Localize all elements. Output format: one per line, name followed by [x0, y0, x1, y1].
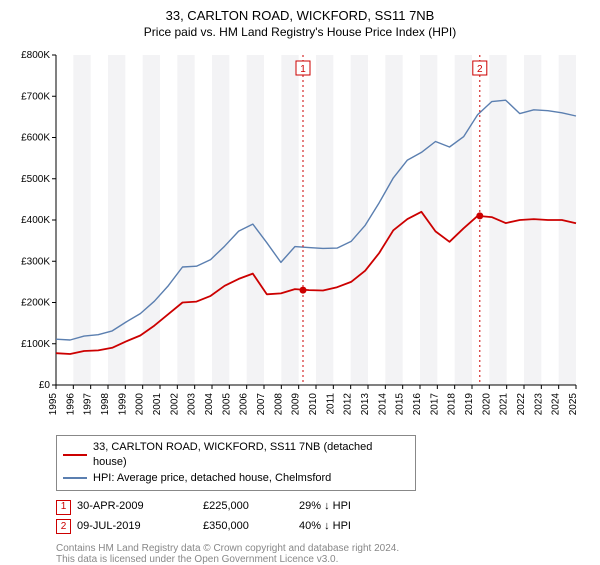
table-row: 2 09-JUL-2019 £350,000 40% ↓ HPI — [56, 517, 588, 537]
svg-text:£100K: £100K — [21, 339, 50, 350]
legend-label: HPI: Average price, detached house, Chel… — [93, 471, 331, 486]
sale-price: £225,000 — [203, 497, 293, 517]
svg-text:2005: 2005 — [221, 393, 232, 416]
sale-price: £350,000 — [203, 517, 293, 537]
svg-text:2021: 2021 — [499, 393, 510, 416]
svg-text:2022: 2022 — [516, 393, 527, 416]
svg-text:£200K: £200K — [21, 298, 50, 309]
svg-text:1996: 1996 — [65, 393, 76, 416]
svg-text:2011: 2011 — [325, 393, 336, 415]
page-subtitle: Price paid vs. HM Land Registry's House … — [12, 25, 588, 39]
svg-text:1: 1 — [300, 64, 306, 75]
sale-vs-hpi: 40% ↓ HPI — [299, 517, 429, 537]
svg-text:£500K: £500K — [21, 174, 50, 185]
sale-marker-badge: 2 — [56, 519, 71, 534]
attribution-footer: Contains HM Land Registry data © Crown c… — [56, 543, 588, 565]
line-chart: £0 £100K £200K £300K £400K £500K £600K £700K £80… — [12, 49, 588, 429]
svg-text:2013: 2013 — [360, 393, 371, 416]
sale-date: 09-JUL-2019 — [77, 517, 197, 537]
svg-text:2004: 2004 — [204, 393, 215, 416]
svg-text:2010: 2010 — [308, 393, 319, 416]
svg-text:£300K: £300K — [21, 256, 50, 267]
title-block: 33, CARLTON ROAD, WICKFORD, SS11 7NB Pri… — [12, 8, 588, 39]
svg-text:2015: 2015 — [395, 393, 406, 416]
svg-text:2017: 2017 — [429, 393, 440, 416]
svg-text:2002: 2002 — [169, 393, 180, 416]
svg-text:2020: 2020 — [481, 393, 492, 416]
sales-table: 1 30-APR-2009 £225,000 29% ↓ HPI 2 09-JU… — [56, 497, 588, 537]
legend: 33, CARLTON ROAD, WICKFORD, SS11 7NB (de… — [56, 435, 416, 491]
svg-text:£700K: £700K — [21, 91, 50, 102]
svg-text:2012: 2012 — [343, 393, 354, 416]
svg-text:2008: 2008 — [273, 393, 284, 416]
svg-text:1999: 1999 — [117, 393, 128, 416]
svg-text:2000: 2000 — [135, 393, 146, 416]
svg-text:2016: 2016 — [412, 393, 423, 416]
footer-line: Contains HM Land Registry data © Crown c… — [56, 543, 588, 554]
svg-text:2003: 2003 — [187, 393, 198, 416]
svg-text:2007: 2007 — [256, 393, 267, 416]
legend-item: 33, CARLTON ROAD, WICKFORD, SS11 7NB (de… — [63, 440, 409, 471]
svg-text:£800K: £800K — [21, 50, 50, 61]
legend-label: 33, CARLTON ROAD, WICKFORD, SS11 7NB (de… — [93, 440, 409, 471]
svg-text:2014: 2014 — [377, 393, 388, 416]
svg-text:2023: 2023 — [533, 393, 544, 416]
svg-text:2019: 2019 — [464, 393, 475, 416]
svg-text:1995: 1995 — [48, 393, 59, 416]
svg-text:1997: 1997 — [83, 393, 94, 416]
svg-text:2: 2 — [477, 64, 483, 75]
legend-swatch — [63, 454, 87, 456]
svg-text:2009: 2009 — [291, 393, 302, 416]
sale-vs-hpi: 29% ↓ HPI — [299, 497, 429, 517]
table-row: 1 30-APR-2009 £225,000 29% ↓ HPI — [56, 497, 588, 517]
svg-text:2025: 2025 — [568, 393, 579, 416]
legend-item: HPI: Average price, detached house, Chel… — [63, 471, 409, 486]
svg-text:£600K: £600K — [21, 133, 50, 144]
svg-text:2024: 2024 — [551, 393, 562, 416]
svg-text:£0: £0 — [39, 380, 51, 391]
svg-text:2006: 2006 — [239, 393, 250, 416]
page-title: 33, CARLTON ROAD, WICKFORD, SS11 7NB — [12, 8, 588, 23]
svg-text:£400K: £400K — [21, 215, 50, 226]
footer-line: This data is licensed under the Open Gov… — [56, 554, 588, 565]
svg-text:2018: 2018 — [447, 393, 458, 416]
chart-area: £0 £100K £200K £300K £400K £500K £600K £700K £80… — [12, 49, 588, 429]
svg-text:2001: 2001 — [152, 393, 163, 416]
svg-text:1998: 1998 — [100, 393, 111, 416]
sale-marker-badge: 1 — [56, 500, 71, 515]
sale-date: 30-APR-2009 — [77, 497, 197, 517]
legend-swatch — [63, 477, 87, 479]
chart-container: 33, CARLTON ROAD, WICKFORD, SS11 7NB Pri… — [0, 0, 600, 560]
